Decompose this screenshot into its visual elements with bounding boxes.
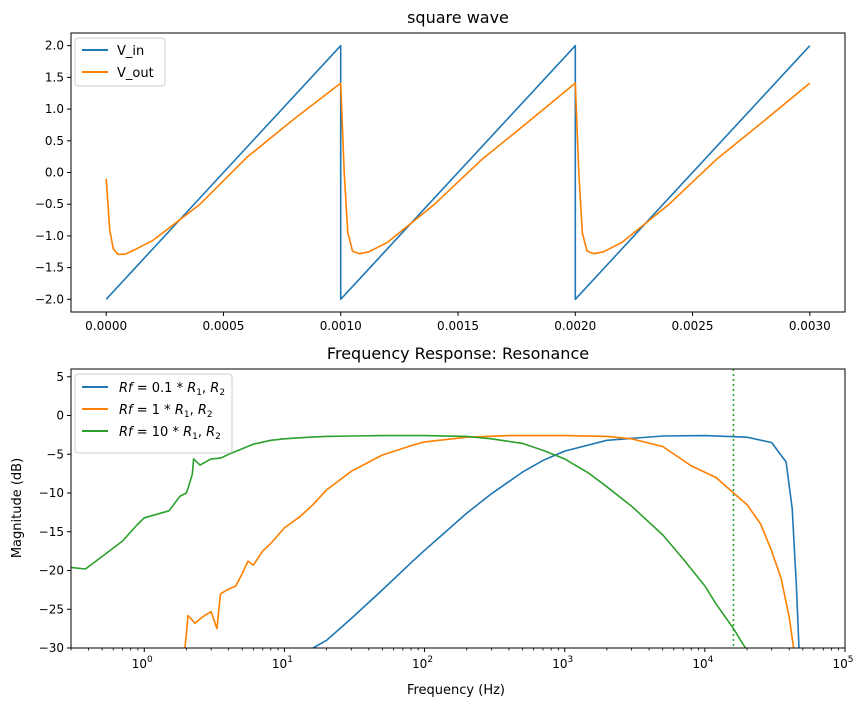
bottom-ytick-label: −20	[39, 564, 64, 578]
bottom-xtick-label: 103	[552, 655, 573, 671]
bottom-xtick-base: 10	[692, 657, 707, 671]
bottom-chart-title: Frequency Response: Resonance	[327, 344, 589, 363]
top-legend-label-vout: V_out	[117, 66, 154, 81]
bottom-chart: Frequency Response: Resonance 100 101 102 1…	[10, 344, 854, 698]
legend-part-sub2: 2	[219, 388, 225, 398]
bottom-xtick-base: 10	[132, 657, 147, 671]
legend-part-r1: R	[183, 425, 192, 440]
bottom-xtick-base: 10	[272, 657, 287, 671]
top-ytick-label: −1.5	[35, 261, 64, 275]
legend-part-sub1: 1	[192, 432, 198, 442]
legend-part-r1: R	[187, 381, 196, 396]
legend-part-r2: R	[198, 403, 207, 418]
bottom-xlabel: Frequency (Hz)	[407, 683, 505, 698]
bottom-ytick-label: −30	[39, 641, 64, 655]
bottom-ytick-label: −15	[39, 525, 64, 539]
bottom-xtick-label: 101	[272, 655, 293, 671]
top-ytick-label: 1.5	[45, 70, 64, 84]
top-ytick-label: −2.0	[35, 292, 64, 306]
top-legend: V_in V_out	[74, 37, 166, 87]
bottom-xtick-base: 10	[412, 657, 427, 671]
top-ytick-label: −0.5	[35, 197, 64, 211]
bottom-ytick-label: −10	[39, 486, 64, 500]
bottom-xtick-exp: 4	[708, 655, 714, 665]
legend-part-sep: ,	[198, 425, 206, 440]
bottom-xtick-label: 104	[692, 655, 713, 671]
top-ytick-label: −1.0	[35, 229, 64, 243]
legend-part-sub2: 2	[215, 432, 221, 442]
bottom-ytick-label: 0	[56, 409, 64, 423]
legend-part-r2: R	[206, 425, 215, 440]
bottom-xtick-exp: 1	[287, 655, 293, 665]
bottom-legend-label-rf-0-1: Rf = 0.1 * R1, R2	[119, 381, 225, 398]
top-ytick-label: 0.0	[45, 166, 64, 180]
top-xtick-label: 0.0010	[320, 319, 362, 333]
top-ytick-label: 1.0	[45, 102, 64, 116]
top-xtick-label: 0.0015	[437, 319, 479, 333]
bottom-xtick-base: 10	[832, 657, 847, 671]
bottom-xtick-base: 10	[552, 657, 567, 671]
top-ytick-label: 2.0	[45, 39, 64, 53]
bottom-legend-box	[74, 373, 233, 454]
top-xtick-label: 0.0025	[672, 319, 714, 333]
top-xtick-label: 0.0005	[202, 319, 244, 333]
legend-part-eq: = 0.1 *	[133, 381, 188, 396]
top-xtick-label: 0.0000	[85, 319, 127, 333]
legend-part-sub1: 1	[184, 410, 190, 420]
top-series-line-vin	[105, 44, 811, 301]
bottom-ytick-label: 5	[56, 370, 64, 384]
legend-part-sep: ,	[190, 403, 198, 418]
bottom-legend-label-rf-10: Rf = 10 * R1, R2	[119, 425, 221, 442]
top-ytick-label: 0.5	[45, 134, 64, 148]
bottom-xtick-exp: 0	[147, 655, 153, 665]
top-axes-frame	[70, 32, 846, 313]
bottom-legend-label-rf-1: Rf = 1 * R1, R2	[119, 403, 213, 420]
bottom-axes-frame	[70, 368, 846, 649]
top-xtick-label: 0.0030	[789, 319, 831, 333]
bottom-xtick-exp: 2	[427, 655, 433, 665]
legend-part-eq: = 10 *	[133, 425, 183, 440]
legend-part-lhs: Rf	[119, 425, 135, 440]
legend-part-r2: R	[210, 381, 219, 396]
legend-part-sep: ,	[202, 381, 210, 396]
top-legend-label-vin: V_in	[117, 44, 144, 59]
legend-part-r1: R	[175, 403, 184, 418]
bottom-series-line-rf-0-1	[312, 434, 800, 648]
legend-part-sub2: 2	[207, 410, 213, 420]
bottom-xtick-label: 102	[412, 655, 433, 671]
top-chart-title: square wave	[407, 8, 509, 27]
bottom-xtick-label: 100	[132, 655, 153, 671]
bottom-series-line-rf-1	[184, 434, 795, 648]
bottom-xtick-exp: 5	[848, 655, 854, 665]
bottom-xtick-exp: 3	[567, 655, 573, 665]
top-xtick-label: 0.0020	[554, 319, 596, 333]
top-chart: square wave 0.0000 0.0005 0.0010 0.0015 0.00…	[35, 8, 846, 333]
top-series-line-vout	[105, 82, 811, 256]
legend-part-eq: = 1 *	[133, 403, 175, 418]
legend-part-lhs: Rf	[119, 381, 135, 396]
bottom-xtick-label: 105	[832, 655, 853, 671]
bottom-ylabel: Magnitude (dB)	[10, 458, 25, 558]
legend-part-sub1: 1	[196, 388, 202, 398]
bottom-ytick-label: −5	[46, 447, 64, 461]
bottom-series-line-rf-10	[71, 434, 747, 648]
bottom-ytick-label: −25	[39, 602, 64, 616]
legend-part-lhs: Rf	[119, 403, 135, 418]
